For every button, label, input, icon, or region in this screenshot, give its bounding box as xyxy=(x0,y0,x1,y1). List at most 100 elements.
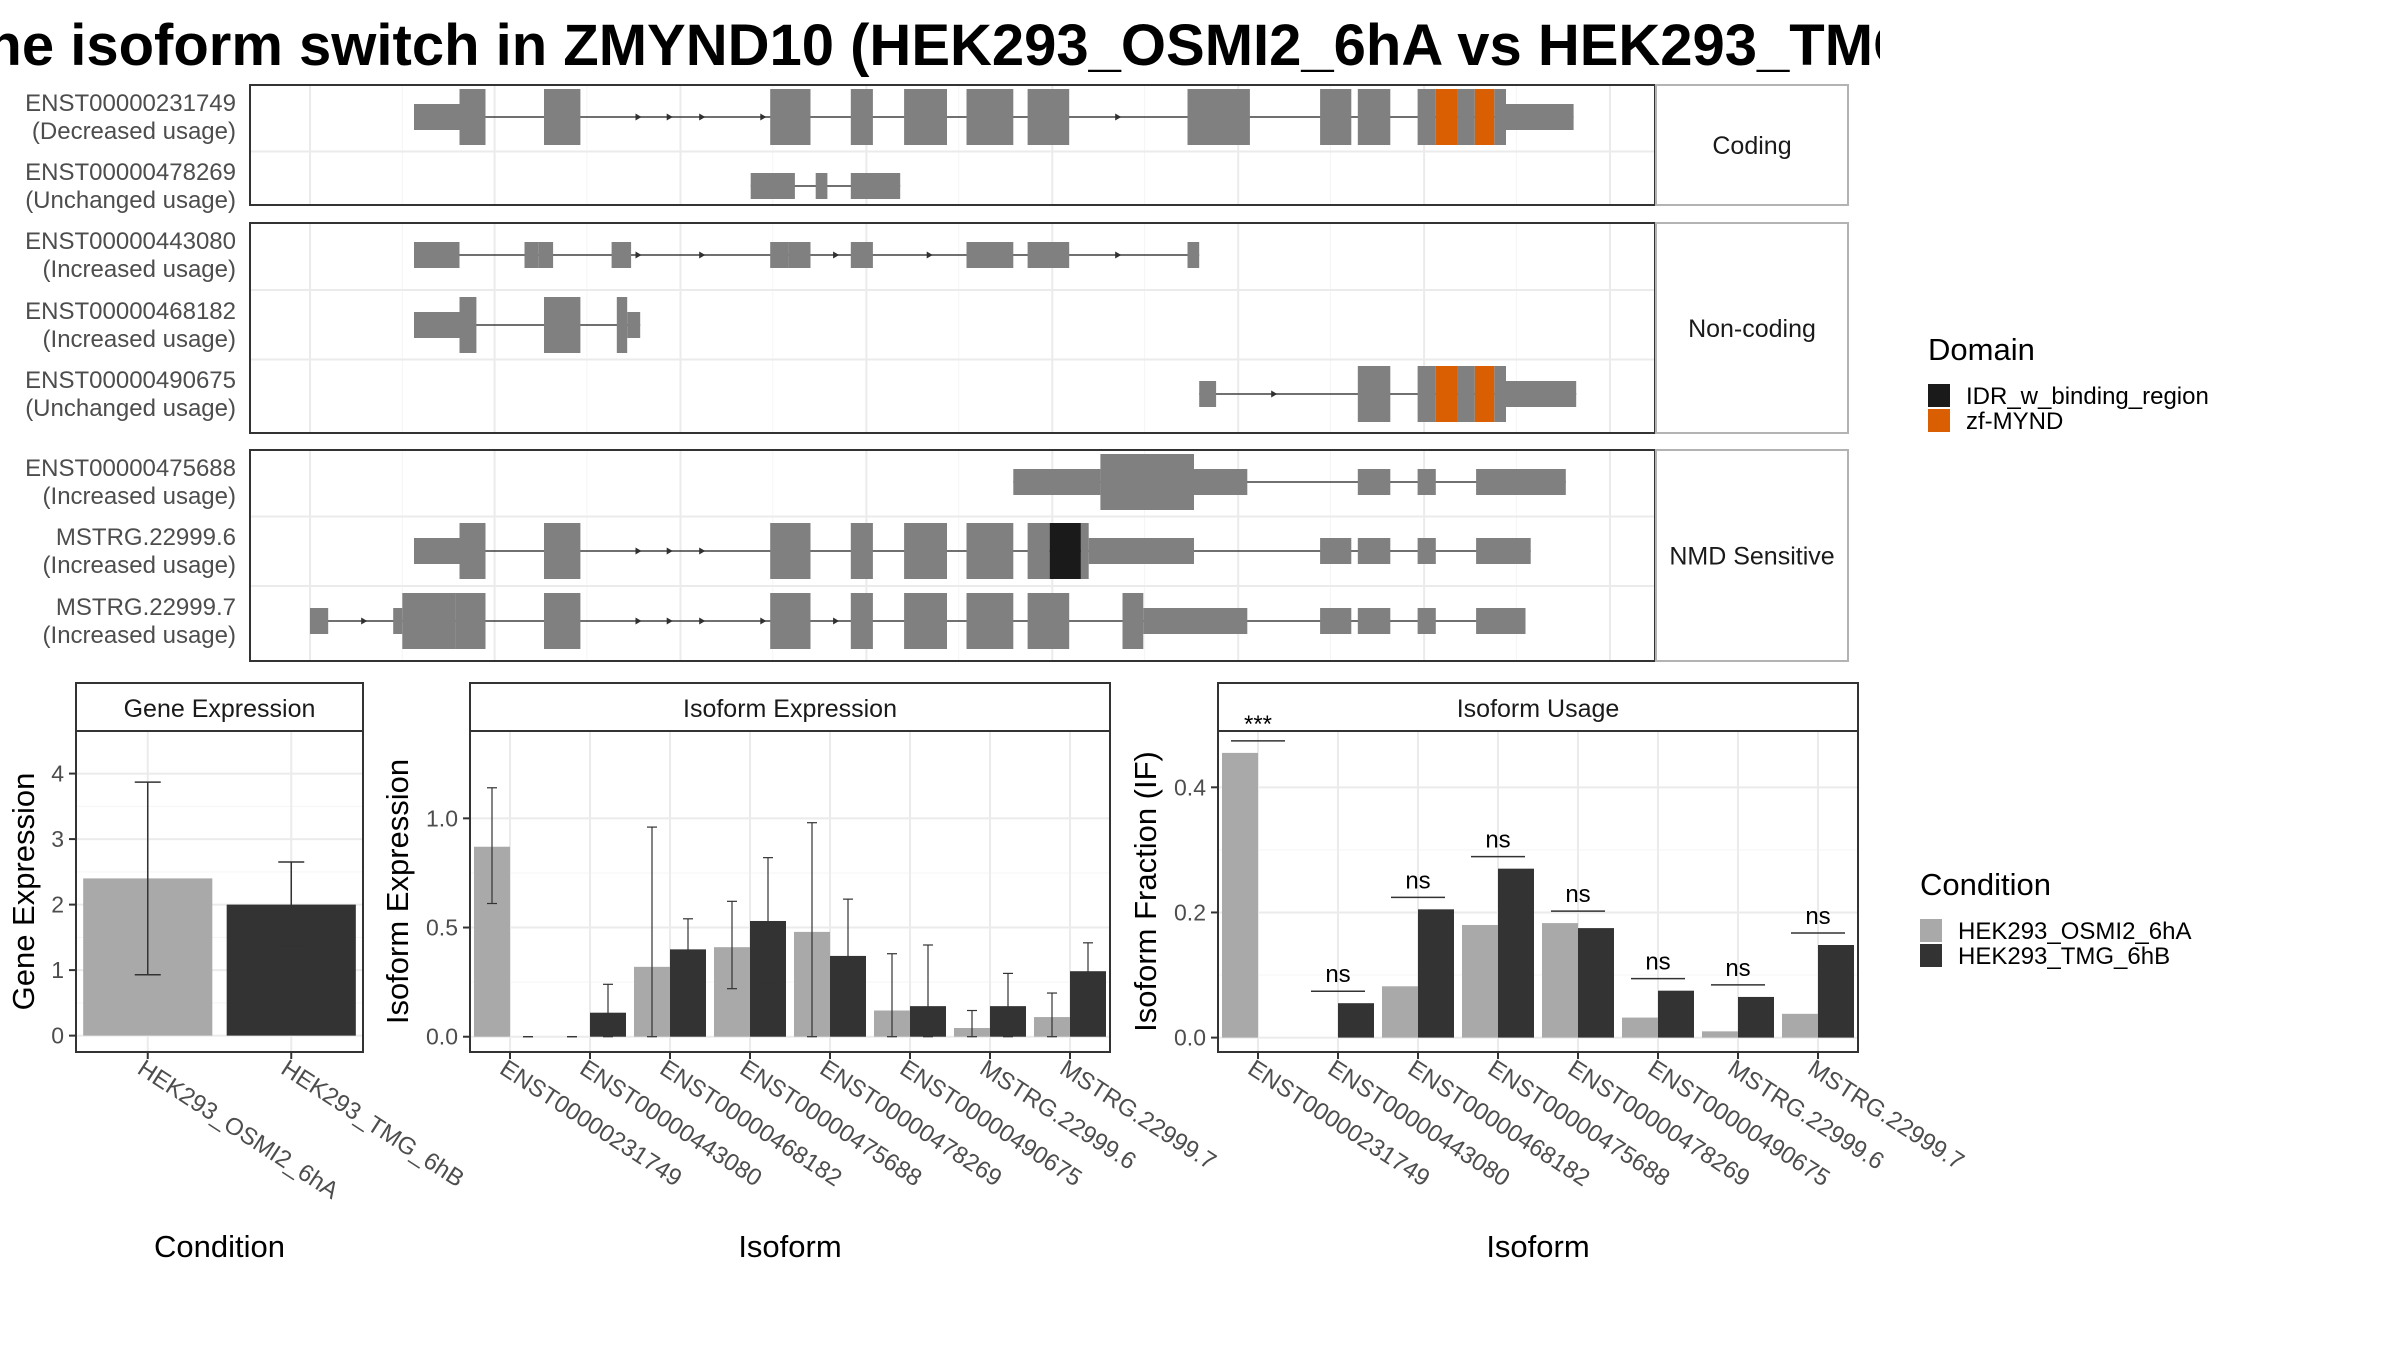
direction-arrow xyxy=(635,547,642,555)
exon-block xyxy=(1027,523,1050,579)
exon-block xyxy=(1417,608,1436,634)
exon-block xyxy=(904,89,947,145)
exon-block xyxy=(904,593,947,649)
exon-block xyxy=(750,173,795,199)
direction-arrow xyxy=(635,617,642,625)
exon-block xyxy=(1494,366,1506,422)
y-tick-label: 0 xyxy=(51,1023,64,1049)
y-tick-label: 0.2 xyxy=(1174,899,1206,925)
direction-arrow xyxy=(760,113,767,121)
exon-block xyxy=(1013,469,1101,495)
y-tick-label: 0.0 xyxy=(426,1024,458,1050)
legend-key xyxy=(1920,919,1942,942)
exon-block xyxy=(1199,381,1217,407)
direction-arrow xyxy=(926,251,933,259)
x-axis-title: Isoform xyxy=(1486,1229,1589,1264)
bar-panel-title: Isoform Usage xyxy=(1457,695,1620,723)
transcript-usage-label: (Increased usage) xyxy=(43,552,236,579)
exon-block xyxy=(524,242,539,268)
exon-block xyxy=(966,242,1014,268)
exon-block xyxy=(770,89,811,145)
y-tick-label: 0.0 xyxy=(1174,1025,1206,1051)
direction-arrow xyxy=(635,113,642,121)
exon-block xyxy=(1357,469,1391,495)
exon-block xyxy=(1320,538,1352,564)
bar xyxy=(1702,1031,1738,1038)
bar-panel-strip xyxy=(75,682,364,732)
exon-block xyxy=(1357,366,1391,422)
exon-block xyxy=(459,297,477,353)
exon-block xyxy=(850,523,873,579)
exon-block xyxy=(850,242,873,268)
exon-block xyxy=(544,89,581,145)
transcript-id-label: MSTRG.22999.6 xyxy=(56,524,236,551)
bar xyxy=(1498,868,1534,1038)
significance-label: ns xyxy=(1565,881,1590,908)
legend-label: HEK293_TMG_6hB xyxy=(1958,943,2170,970)
exon-block xyxy=(1506,381,1577,407)
direction-arrow xyxy=(1271,390,1278,398)
y-tick-label: 4 xyxy=(51,761,64,787)
significance-label: ns xyxy=(1485,827,1510,854)
bar xyxy=(1462,924,1498,1038)
exon-block xyxy=(1187,89,1250,145)
bar xyxy=(1782,1013,1818,1038)
exon-block xyxy=(1476,538,1531,564)
exon-block xyxy=(904,523,947,579)
transcript-id-label: ENST00000468182 xyxy=(25,298,236,325)
exon-block xyxy=(414,104,460,130)
exon-block xyxy=(1476,469,1566,495)
bar xyxy=(1418,909,1454,1038)
exon-block xyxy=(1027,89,1070,145)
exon-block xyxy=(1100,454,1194,510)
direction-arrow xyxy=(833,617,840,625)
exon-block xyxy=(1357,89,1391,145)
exon-block xyxy=(1194,469,1248,495)
exon-block xyxy=(815,173,828,199)
exon-block xyxy=(966,523,1014,579)
transcript-usage-label: (Increased usage) xyxy=(43,622,236,649)
direction-arrow xyxy=(760,617,767,625)
exon-block xyxy=(414,242,460,268)
exon-block xyxy=(770,242,789,268)
exon-block xyxy=(850,173,901,199)
exon-block xyxy=(402,593,456,649)
bar-panel-border xyxy=(1217,730,1859,1053)
transcript-id-label: ENST00000475688 xyxy=(25,455,236,482)
y-tick-label: 0.4 xyxy=(1174,774,1206,800)
y-tick-label: 2 xyxy=(51,892,64,918)
significance-label: ns xyxy=(1805,903,1830,930)
exon-block xyxy=(1357,538,1391,564)
exon-block xyxy=(1143,608,1248,634)
transcript-usage-label: (Increased usage) xyxy=(43,256,236,283)
condition-legend-title: Condition xyxy=(1920,867,2051,902)
exon-block xyxy=(393,608,403,634)
direction-arrow xyxy=(666,113,673,121)
exon-block xyxy=(1027,242,1070,268)
exon-block xyxy=(1435,366,1458,422)
legend-label: zf-MYND xyxy=(1966,408,2063,435)
significance-label: *** xyxy=(1244,711,1272,738)
transcript-usage-label: (Increased usage) xyxy=(43,483,236,510)
exon-block xyxy=(544,523,581,579)
exon-block xyxy=(1027,593,1070,649)
exon-block xyxy=(1506,104,1574,130)
direction-arrow xyxy=(635,251,642,259)
bar-panel-strip xyxy=(1217,682,1859,732)
direction-arrow xyxy=(699,113,706,121)
y-axis-title: Isoform Expression xyxy=(380,759,415,1024)
bar-panel-border xyxy=(75,730,364,1053)
exon-block xyxy=(1417,89,1436,145)
exon-block xyxy=(1494,89,1506,145)
exon-block xyxy=(538,242,554,268)
exon-block xyxy=(850,89,873,145)
exon-block xyxy=(1417,366,1436,422)
legend-label: IDR_w_binding_region xyxy=(1966,383,2209,410)
bar-panel-title: Gene Expression xyxy=(124,695,316,723)
exon-block xyxy=(1457,366,1475,422)
exon-block xyxy=(1088,538,1194,564)
exon-block xyxy=(459,89,486,145)
facet-strip-label: Coding xyxy=(1712,132,1791,160)
exon-block xyxy=(966,593,1014,649)
y-tick-label: 1.0 xyxy=(426,805,458,831)
